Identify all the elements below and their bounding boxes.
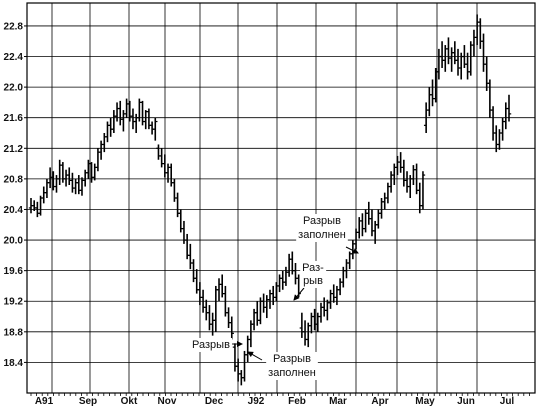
x-tick-label: Sep (79, 396, 97, 407)
x-tick-label: May (415, 396, 435, 407)
x-tick-label: Jun (457, 396, 475, 407)
y-tick-label: 22.8 (4, 21, 24, 32)
y-tick-label: 18.8 (4, 327, 24, 338)
y-tick-label: 22.0 (4, 83, 24, 94)
annotation-label: Разрыв (273, 353, 311, 365)
x-tick-label: J92 (248, 396, 265, 407)
y-tick-label: 22.4 (4, 52, 24, 63)
x-tick-label: Okt (121, 396, 138, 407)
annotation-background (300, 261, 327, 288)
x-tick-label: Nov (158, 396, 177, 407)
annotation-label: Раз- (302, 262, 324, 274)
annotation-background (190, 338, 233, 352)
y-tick-label: 21.6 (4, 113, 24, 124)
x-tick-label: Dec (205, 396, 224, 407)
x-axis-tick-labels: A91 Sep Okt Nov Dec J92 Feb Mar Apr May Jun Jul (35, 396, 515, 407)
x-tick-label: Mar (329, 396, 347, 407)
x-tick-label: Feb (288, 396, 306, 407)
y-tick-label: 19.2 (4, 297, 24, 308)
y-tick-label: 20.8 (4, 174, 24, 185)
annotation-arrow (345, 246, 359, 254)
annotation-arrow (247, 351, 263, 361)
x-tick-label: Jul (500, 396, 515, 407)
annotation-label: Разрыв (192, 339, 230, 351)
annotation-label: заполнен (268, 367, 316, 379)
y-tick-label: 21.2 (4, 144, 24, 155)
x-tick-label: A91 (35, 396, 54, 407)
price-bars (28, 14, 512, 386)
annotation-background (296, 214, 348, 242)
y-tick-label: 20.4 (4, 205, 24, 216)
y-tick-label: 19.6 (4, 266, 24, 277)
grid (27, 3, 535, 393)
plot-border (26, 2, 536, 394)
annotation-arrow (293, 287, 305, 301)
annotation-label: Разрыв (303, 215, 341, 227)
annotation-label: рыв (303, 275, 323, 287)
x-tick-label: Apr (371, 396, 388, 407)
price-bar (506, 94, 512, 122)
chart-frame (24, 2, 536, 396)
y-tick-label: 18.4 (4, 358, 24, 369)
price-bar (229, 316, 234, 340)
annotation-label: заполнен (298, 229, 346, 241)
price-bar (153, 117, 158, 141)
annotation-background (266, 352, 318, 380)
price-bar (420, 171, 426, 210)
y-tick-label: 20.0 (4, 236, 24, 247)
annotation-texts: Разрыв заполнен Раз-рыв Разрыв Разрыв заполне… (190, 214, 348, 380)
annotation-arrows (232, 246, 359, 361)
y-axis-tick-labels: 18.4 18.8 19.2 19.6 20.0 20.4 20.8 21.2 21.6 22.0… (4, 21, 24, 368)
